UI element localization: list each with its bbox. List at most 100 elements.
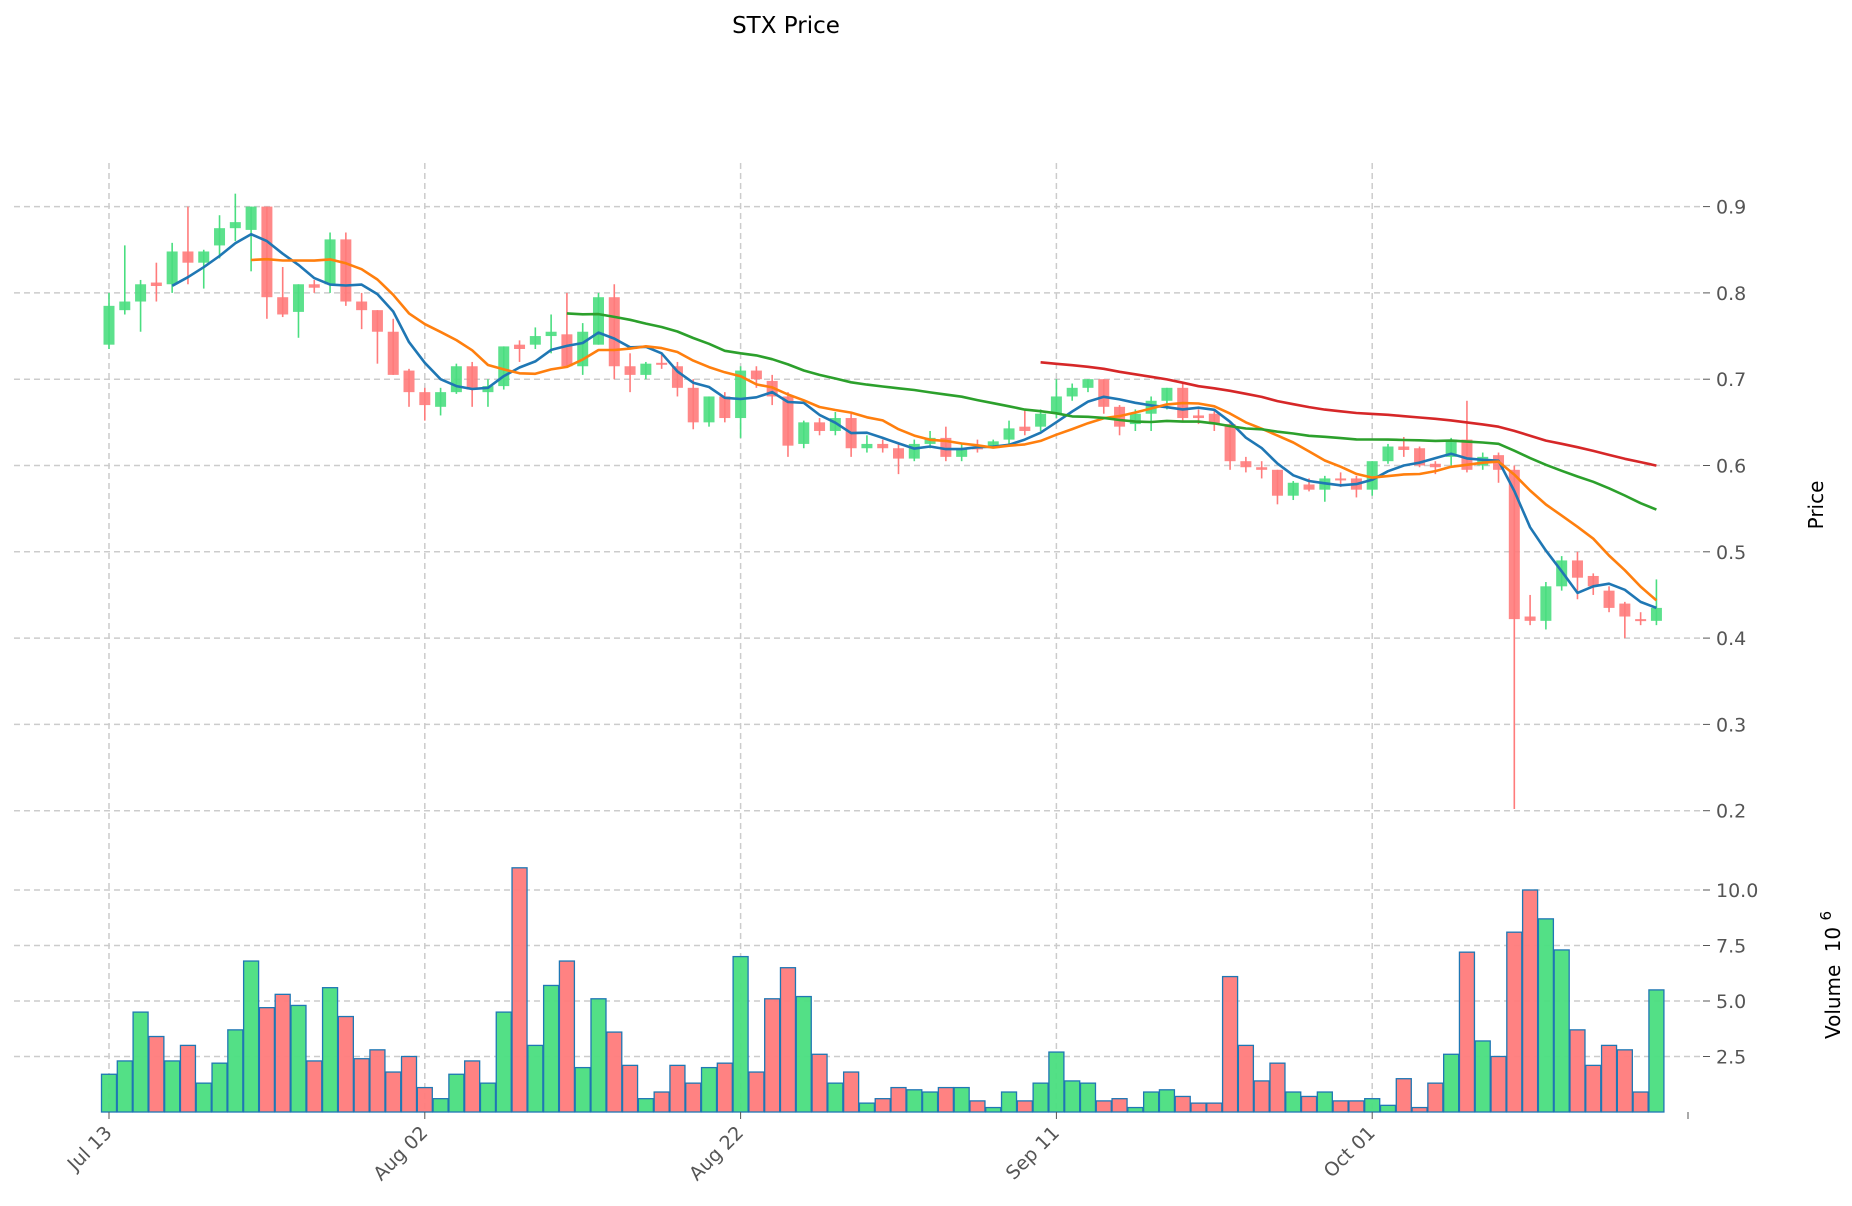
price-tick-label: 0.5 bbox=[1716, 542, 1746, 564]
candle-up bbox=[214, 228, 226, 246]
candle-up bbox=[987, 441, 999, 447]
candle-down bbox=[719, 396, 731, 419]
candle-down bbox=[403, 370, 415, 393]
candle-down bbox=[1193, 415, 1205, 419]
candle-up bbox=[324, 239, 336, 285]
volume-bar bbox=[811, 1053, 828, 1113]
candle-up bbox=[577, 331, 589, 367]
volume-bar bbox=[1648, 989, 1665, 1113]
price-tick-label: 0.7 bbox=[1716, 369, 1746, 391]
volume-bar bbox=[479, 1082, 497, 1113]
volume-bar bbox=[337, 1015, 355, 1113]
volume-bar bbox=[1332, 1100, 1349, 1113]
candle-down bbox=[371, 310, 383, 332]
candle-down bbox=[466, 366, 478, 390]
volume-bar bbox=[464, 1060, 481, 1113]
volume-bar bbox=[164, 1060, 181, 1113]
volume-bar bbox=[1458, 951, 1476, 1113]
candle-up bbox=[1366, 461, 1378, 490]
candle-up bbox=[135, 284, 147, 302]
volume-bar bbox=[842, 1071, 860, 1113]
volume-bar bbox=[416, 1086, 433, 1113]
x-tick-label: Oct 01 bbox=[1320, 1122, 1380, 1182]
candle-down bbox=[656, 362, 668, 365]
volume-bar bbox=[1600, 1044, 1618, 1113]
volume-tick-label: 7.5 bbox=[1716, 936, 1746, 958]
candle-down bbox=[1461, 439, 1473, 470]
volume-bar bbox=[1206, 1102, 1223, 1113]
candle-down bbox=[1429, 463, 1441, 468]
candle-up bbox=[1003, 428, 1015, 440]
candle-down bbox=[1587, 575, 1599, 587]
candle-up bbox=[119, 301, 131, 311]
candle-up bbox=[1161, 387, 1173, 401]
price-tick-label: 0.2 bbox=[1716, 801, 1746, 823]
volume-bar bbox=[1174, 1095, 1191, 1113]
volume-multiplier: 10 bbox=[1821, 927, 1845, 952]
candle-down bbox=[1524, 616, 1536, 621]
volume-bar bbox=[764, 998, 781, 1113]
candle-up bbox=[1445, 439, 1457, 457]
volume-bar bbox=[985, 1106, 1002, 1113]
volume-bar bbox=[385, 1071, 402, 1113]
price-tick-label: 0.4 bbox=[1716, 628, 1746, 650]
volume-bar bbox=[448, 1073, 465, 1113]
svg-text:Volume 10 6: Volume 10 6 bbox=[1817, 911, 1845, 1039]
candle-down bbox=[308, 284, 320, 288]
volume-exponent: 6 bbox=[1817, 911, 1835, 921]
volume-bar bbox=[653, 1091, 670, 1113]
candle-up bbox=[1050, 396, 1062, 414]
candle-up bbox=[166, 251, 178, 285]
candle-up bbox=[229, 222, 241, 229]
volume-bar bbox=[779, 967, 797, 1113]
volume-bar bbox=[1079, 1082, 1097, 1113]
volume-bar bbox=[1490, 1055, 1507, 1113]
volume-bar bbox=[1127, 1106, 1144, 1113]
volume-bar bbox=[1632, 1091, 1649, 1113]
volume-bar bbox=[969, 1100, 986, 1113]
price-tick-label: 0.9 bbox=[1716, 197, 1746, 219]
volume-tick-label: 2.5 bbox=[1716, 1047, 1746, 1069]
volume-tick-label: 5.0 bbox=[1716, 991, 1746, 1013]
volume-bar bbox=[1443, 1053, 1460, 1113]
volume-bar bbox=[1411, 1106, 1428, 1113]
volume-bar bbox=[921, 1091, 939, 1113]
ma30-line bbox=[566, 312, 1657, 511]
volume-bar bbox=[1237, 1044, 1255, 1113]
candle-up bbox=[735, 370, 747, 419]
volume-bar bbox=[258, 1007, 276, 1113]
volume-bar bbox=[1158, 1089, 1176, 1113]
volume-bar bbox=[906, 1089, 923, 1113]
candle-down bbox=[814, 422, 826, 431]
chart-title: STX Price bbox=[732, 13, 840, 39]
candle-up bbox=[861, 443, 873, 449]
candle-up bbox=[435, 392, 447, 407]
volume-bar bbox=[1474, 1040, 1491, 1113]
candle-down bbox=[356, 301, 368, 311]
volume-bar bbox=[827, 1082, 844, 1113]
candle-up bbox=[103, 305, 115, 345]
candle-down bbox=[877, 443, 889, 449]
axes: Jul 13 Aug 02 Aug 22 Sep 11 Oct 01 0.2 0.3 0.4 0… bbox=[63, 197, 1759, 1186]
moving-average-lines bbox=[171, 232, 1658, 610]
volume-bar bbox=[1253, 1080, 1270, 1113]
candle-up bbox=[245, 206, 257, 230]
candle-down bbox=[1508, 469, 1520, 620]
candle-down bbox=[1208, 413, 1220, 425]
candle-down bbox=[1019, 426, 1031, 431]
volume-bar bbox=[1095, 1100, 1112, 1113]
price-axis-label: Price bbox=[1804, 481, 1828, 530]
ma5-line bbox=[171, 232, 1657, 610]
volume-bar bbox=[606, 1031, 623, 1113]
volume-bar bbox=[1364, 1098, 1381, 1113]
volume-bar bbox=[700, 1066, 718, 1113]
candle-up bbox=[1650, 607, 1662, 621]
candle-up bbox=[545, 331, 557, 337]
volume-bar bbox=[1506, 931, 1523, 1113]
candle-up bbox=[1035, 413, 1047, 427]
volume-bar bbox=[685, 1082, 702, 1113]
candle-up bbox=[640, 363, 652, 375]
volume-bar bbox=[1585, 1064, 1602, 1113]
volume-bar bbox=[1016, 1100, 1033, 1113]
